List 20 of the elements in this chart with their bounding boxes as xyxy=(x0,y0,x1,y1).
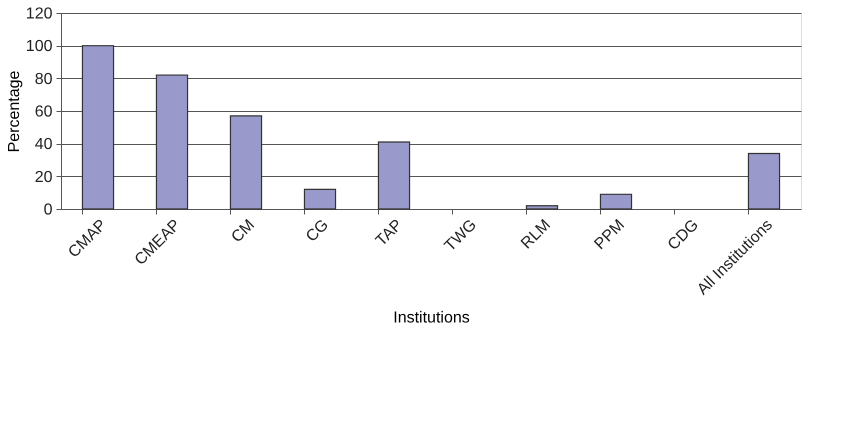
y-tick-label: 40 xyxy=(34,136,53,154)
y-tick-label: 80 xyxy=(34,70,53,88)
y-tick-label: 120 xyxy=(26,6,53,22)
x-tick-label: CG xyxy=(303,216,332,246)
bar xyxy=(156,74,188,210)
bar xyxy=(82,45,114,210)
bar xyxy=(304,188,336,210)
x-axis-title: Institutions xyxy=(393,310,470,327)
x-tick-label: CM xyxy=(228,216,258,246)
bar xyxy=(378,141,410,210)
y-tick-label: 0 xyxy=(44,202,53,218)
y-tick-label: 20 xyxy=(34,168,53,186)
bar xyxy=(526,205,558,210)
bar xyxy=(748,152,780,210)
y-tick-label: 60 xyxy=(34,104,53,120)
bar xyxy=(600,194,632,210)
y-axis-title: Percentage xyxy=(6,70,23,152)
y-tick-label: 100 xyxy=(26,38,53,56)
bar xyxy=(230,115,262,210)
x-tick-label: TAP xyxy=(372,216,406,250)
